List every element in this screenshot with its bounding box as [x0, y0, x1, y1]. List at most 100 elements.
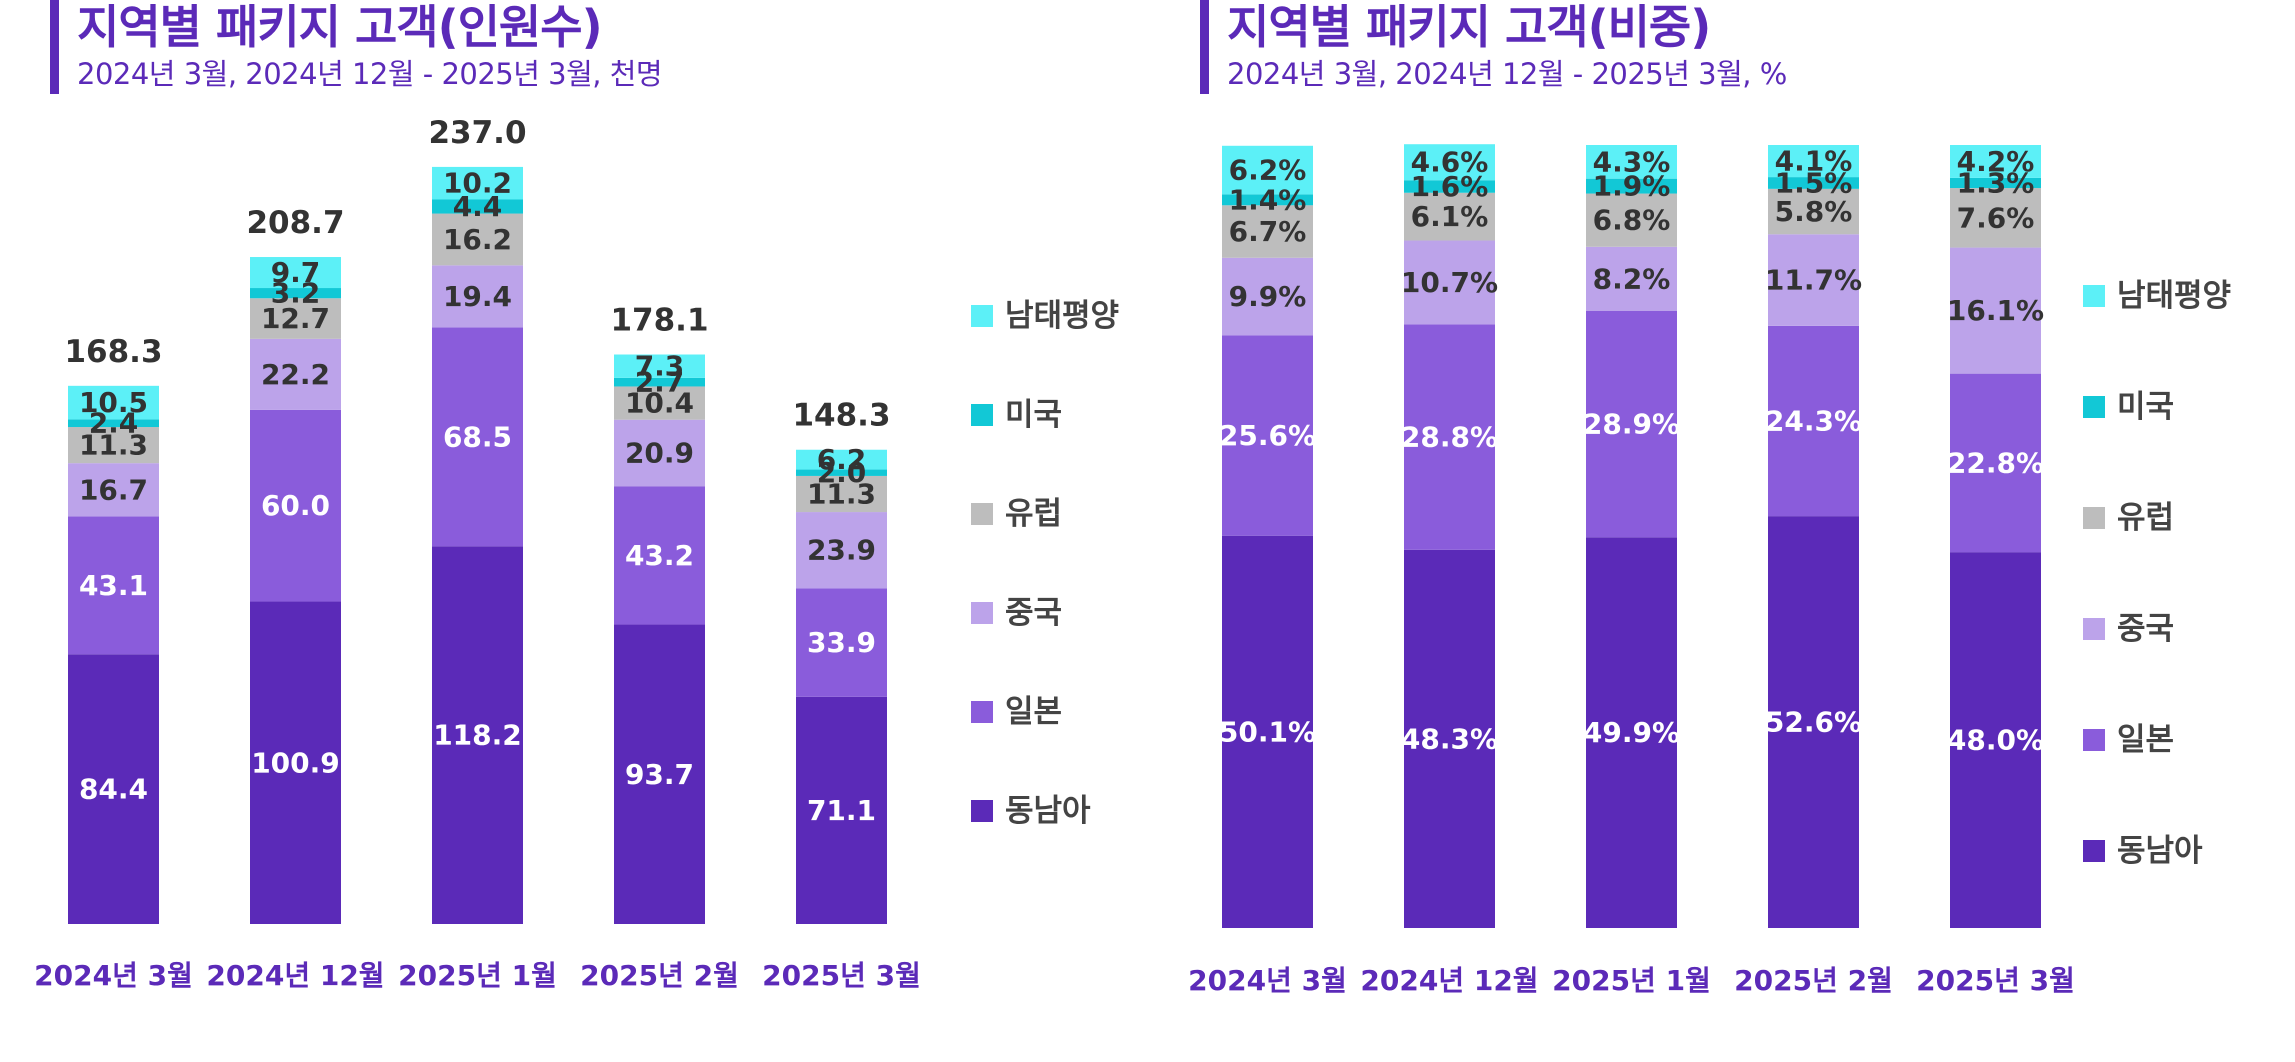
data-label-south-pacific: 6.2	[817, 443, 867, 476]
data-label-southeast-asia: 118.2	[433, 719, 522, 752]
legend-item-china: 중국	[971, 595, 1062, 631]
bar-segment-southeast-asia	[1222, 535, 1313, 928]
bar-segment-europe	[1768, 188, 1859, 235]
bar-segment-china	[1222, 257, 1313, 336]
legend-swatch-china	[971, 602, 993, 624]
data-label-china: 22.2	[261, 358, 330, 391]
legend-item-southeast-asia: 동남아	[971, 793, 1091, 829]
count-chart-title: 지역별 패키지 고객(인원수)	[77, 0, 603, 54]
bar-segment-europe	[1222, 205, 1313, 258]
data-label-japan: 33.9	[807, 626, 876, 659]
bar-segment-south-pacific	[68, 385, 159, 420]
bar-segment-china	[250, 338, 341, 410]
legend-swatch-usa	[971, 404, 993, 426]
bar-stack: 48.0% 22.8% 16.1% 7.6%1.3%4.2% 2025년 3월	[1916, 145, 2075, 997]
bar-stack: 84.4 43.1 16.7 11.32.410.5 168.3 2024년 3월	[34, 334, 193, 992]
bar-segment-usa	[1950, 177, 2041, 189]
bar-segment-japan	[1586, 310, 1677, 538]
legend-item-south-pacific: 남태평양	[2083, 278, 2231, 314]
data-label-south-pacific: 4.3%	[1593, 145, 1671, 178]
bar-segment-japan	[796, 588, 887, 697]
legend-swatch-usa	[2083, 396, 2105, 418]
bar-segment-south-pacific	[614, 354, 705, 378]
bar-segment-south-pacific	[1222, 145, 1313, 195]
bar-segment-usa	[250, 288, 341, 299]
legend-item-china: 중국	[2083, 611, 2174, 647]
legend-label-china: 중국	[2117, 611, 2174, 647]
data-label-usa: 1.9%	[1593, 170, 1671, 203]
bar-segment-china	[68, 463, 159, 517]
data-label-europe: 6.8%	[1593, 204, 1671, 237]
data-label-europe: 16.2	[443, 223, 512, 256]
bar-stack: 52.6% 24.3% 11.7% 5.8%1.5%4.1% 2025년 2월	[1734, 145, 1893, 997]
share-chart-panel: 지역별 패키지 고객(비중) 2024년 3월, 2024년 12월 - 202…	[1170, 0, 2295, 1062]
bar-segment-china	[1768, 234, 1859, 326]
legend-item-europe: 유럽	[2083, 500, 2174, 536]
bar-segment-japan	[250, 409, 341, 602]
share-stacked-bar-chart: 50.1% 25.6% 9.9% 6.7%1.4%6.2% 2024년 3월 48.3% 2…	[1188, 144, 2231, 997]
data-label-japan: 24.3%	[1765, 405, 1862, 438]
legend-swatch-japan	[2083, 729, 2105, 751]
bar-segment-europe	[1950, 188, 2041, 248]
x-axis-label: 2025년 1월	[1552, 964, 1711, 997]
data-label-japan: 25.6%	[1219, 419, 1316, 452]
total-label: 237.0	[428, 115, 526, 151]
x-axis-label: 2024년 12월	[1360, 964, 1538, 997]
bar-stack: 118.2 68.5 19.4 16.24.410.2 237.0 2025년 1월	[398, 115, 557, 992]
data-label-south-pacific: 7.3	[635, 350, 685, 383]
data-label-japan: 22.8%	[1947, 446, 2044, 479]
bar-segment-south-pacific	[1950, 145, 2041, 178]
legend-swatch-south-pacific	[971, 305, 993, 327]
legend-item-japan: 일본	[2083, 722, 2174, 758]
legend-label-europe: 유럽	[2117, 500, 2174, 536]
x-axis-label: 2024년 12월	[206, 959, 384, 992]
legend-item-europe: 유럽	[971, 496, 1062, 532]
data-label-china: 23.9	[807, 534, 876, 567]
bar-segment-south-pacific	[432, 166, 523, 200]
legend-item-japan: 일본	[971, 694, 1062, 730]
data-label-southeast-asia: 100.9	[251, 746, 340, 779]
bar-segment-south-pacific	[1404, 144, 1495, 181]
legend-label-southeast-asia: 동남아	[2117, 833, 2203, 869]
legend-item-south-pacific: 남태평양	[971, 298, 1119, 334]
legend-swatch-southeast-asia	[971, 800, 993, 822]
legend-label-japan: 일본	[1005, 694, 1062, 730]
data-label-china: 20.9	[625, 437, 694, 470]
bar-stack: 48.3% 28.8% 10.7% 6.1%1.6%4.6% 2024년 12월	[1360, 144, 1539, 997]
data-label-southeast-asia: 48.3%	[1401, 722, 1498, 755]
share-chart-subtitle: 2024년 3월, 2024년 12월 - 2025년 3월, %	[1227, 57, 1787, 91]
data-label-usa: 1.5%	[1775, 166, 1853, 199]
data-label-southeast-asia: 93.7	[625, 758, 694, 791]
total-label: 168.3	[64, 334, 162, 370]
data-label-usa: 3.2	[271, 277, 321, 310]
bar-segment-south-pacific	[1586, 145, 1677, 179]
x-axis-label: 2024년 3월	[1188, 964, 1347, 997]
data-label-china: 16.7	[79, 473, 148, 506]
data-label-usa: 4.4	[453, 190, 503, 223]
bar-segment-usa	[614, 377, 705, 387]
bar-segment-china	[614, 419, 705, 487]
bar-segment-europe	[432, 213, 523, 266]
bar-segment-southeast-asia	[1586, 537, 1677, 928]
share-chart-header: 지역별 패키지 고객(비중) 2024년 3월, 2024년 12월 - 202…	[1200, 0, 1787, 94]
bar-segment-usa	[1586, 178, 1677, 194]
legend-item-usa: 미국	[971, 397, 1062, 433]
share-chart-title: 지역별 패키지 고객(비중)	[1227, 0, 1711, 54]
bar-segment-southeast-asia	[796, 696, 887, 924]
data-label-southeast-asia: 48.0%	[1947, 724, 2044, 757]
bar-segment-usa	[1768, 177, 1859, 189]
data-label-japan: 43.2	[625, 539, 694, 572]
count-chart-subtitle: 2024년 3월, 2024년 12월 - 2025년 3월, 천명	[77, 57, 663, 91]
bar-segment-southeast-asia	[432, 546, 523, 924]
bar-segment-usa	[432, 199, 523, 214]
bar-segment-usa	[796, 469, 887, 476]
bar-segment-europe	[1404, 192, 1495, 241]
bar-segment-south-pacific	[250, 257, 341, 289]
bar-segment-japan	[1404, 324, 1495, 550]
legend-label-china: 중국	[1005, 595, 1062, 631]
bar-segment-southeast-asia	[250, 601, 341, 924]
data-label-usa: 2.0	[817, 456, 867, 489]
bar-segment-southeast-asia	[68, 654, 159, 924]
data-label-europe: 11.3	[807, 478, 876, 511]
